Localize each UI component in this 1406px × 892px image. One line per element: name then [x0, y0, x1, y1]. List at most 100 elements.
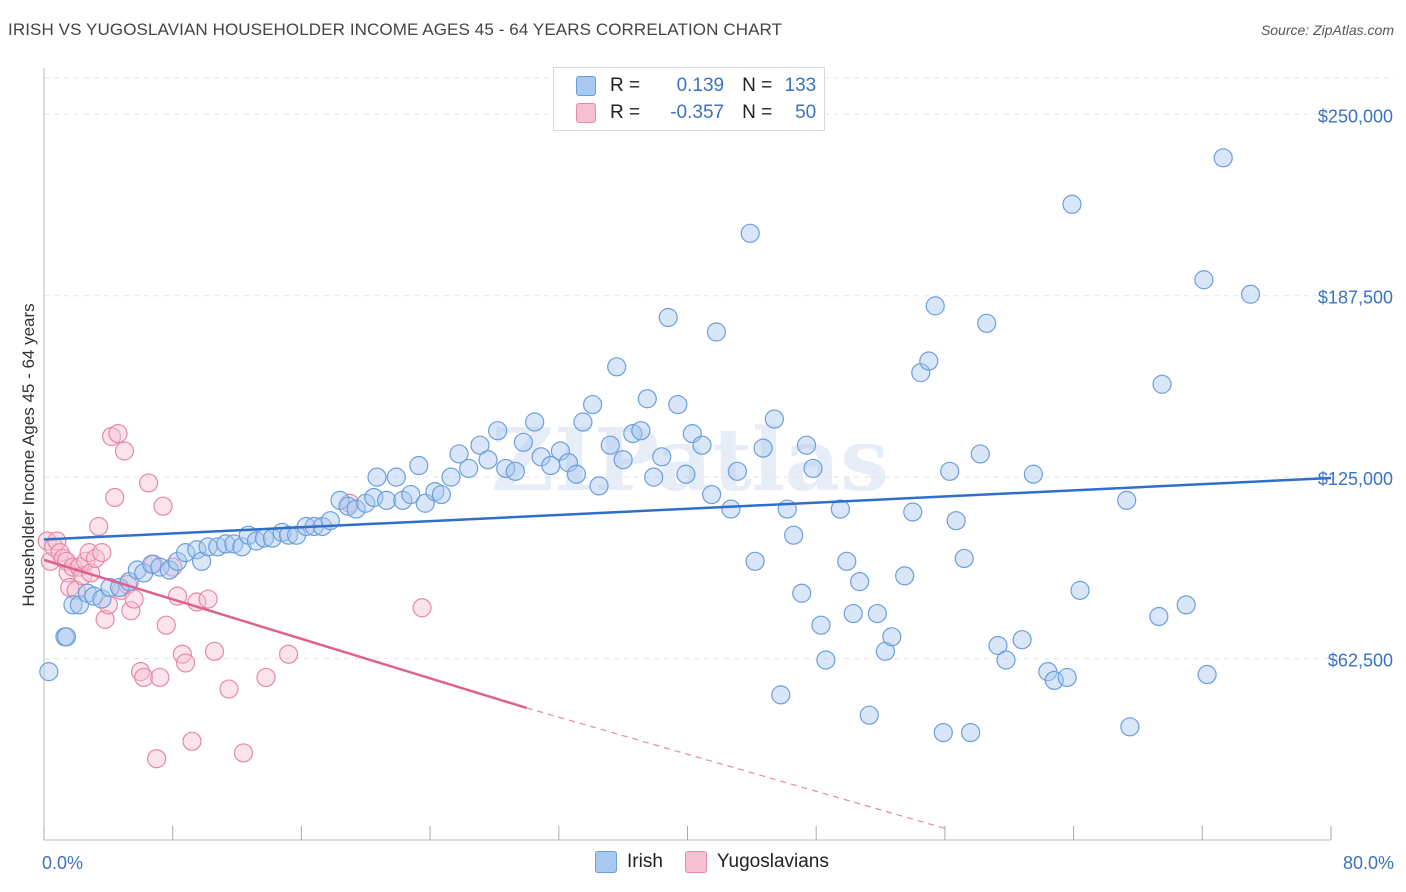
irish-point — [459, 458, 479, 479]
yugoslavians-point — [219, 679, 239, 699]
irish-point — [1176, 595, 1196, 615]
yugoslavians-point — [412, 598, 432, 618]
y-tick-label: $62,500 — [1328, 651, 1393, 671]
y-tick-label: $250,000 — [1318, 106, 1393, 126]
yugoslavians-point — [134, 667, 154, 688]
yugoslavians-points — [37, 424, 432, 769]
irish-point — [478, 450, 498, 470]
irish-point — [187, 540, 207, 560]
x-tick-label-min: 0.0% — [42, 853, 83, 873]
irish-point — [692, 435, 712, 455]
yugoslavians-n-value: 50 — [795, 102, 817, 123]
irish-point — [706, 322, 727, 342]
irish-legend-label: Irish — [627, 851, 663, 872]
grid — [44, 77, 1395, 660]
yugoslavians-point — [47, 531, 67, 551]
irish-point — [771, 685, 791, 705]
yugoslavians-swatch — [576, 103, 596, 123]
irish-point — [816, 650, 836, 670]
yugoslavians-n-label: N = — [742, 102, 773, 123]
irish-point — [1197, 664, 1217, 685]
irish-points — [39, 148, 1261, 743]
irish-point — [895, 566, 915, 586]
irish-point — [919, 351, 939, 371]
irish-point — [727, 461, 747, 481]
irish-point — [582, 394, 603, 415]
irish-point — [792, 583, 812, 603]
irish-point — [1194, 270, 1214, 290]
bottom-legend: Irish Yugoslavians — [595, 851, 851, 873]
irish-point — [740, 223, 760, 243]
irish-point — [658, 307, 678, 328]
legend-row-yugoslavians: R = -0.357 N = 50 — [576, 100, 816, 126]
irish-point — [513, 432, 534, 452]
irish-point — [940, 461, 960, 481]
irish-point — [970, 444, 990, 464]
irish-point — [867, 603, 887, 624]
irish-point — [56, 627, 77, 647]
bottom-legend-yugoslavians: Yugoslavians — [684, 851, 829, 873]
irish-point — [882, 627, 902, 647]
irish-point — [850, 572, 870, 592]
axes — [43, 68, 1332, 841]
irish-point — [1057, 667, 1077, 688]
irish-point — [784, 525, 804, 545]
bottom-legend-irish: Irish — [595, 851, 663, 873]
irish-point — [745, 551, 765, 571]
irish-point — [977, 313, 997, 333]
irish-point — [1152, 374, 1172, 394]
irish-point — [753, 438, 773, 458]
yugoslavians-legend-swatch — [684, 851, 707, 873]
y-tick-label: $125,000 — [1318, 469, 1393, 489]
yugoslavians-point — [256, 667, 276, 688]
irish-point — [573, 412, 593, 432]
y-tick-label: $187,500 — [1318, 288, 1393, 308]
yugoslavians-point — [89, 516, 109, 537]
yugoslavians-trend-extension — [526, 707, 946, 829]
irish-point — [505, 461, 525, 481]
irish-trend-line — [43, 476, 1332, 541]
irish-point — [278, 525, 299, 545]
yugoslavians-r-value: -0.357 — [670, 102, 725, 123]
irish-point — [903, 502, 923, 522]
irish-point — [63, 595, 83, 615]
irish-point — [954, 548, 974, 569]
irish-point — [441, 467, 461, 487]
irish-point — [367, 467, 387, 487]
irish-point — [470, 435, 490, 455]
irish-point — [386, 467, 406, 487]
irish-point — [961, 722, 981, 743]
yugoslavians-point — [105, 487, 125, 508]
yugoslavians-point — [150, 667, 170, 688]
yugoslavians-point — [175, 653, 196, 673]
yugoslavians-point — [153, 496, 173, 516]
irish-point — [613, 450, 633, 470]
irish-point — [1070, 580, 1090, 600]
irish-point — [488, 421, 508, 441]
irish-point — [1012, 630, 1032, 650]
irish-point — [1213, 148, 1233, 168]
y-axis-label: Householder Income Ages 45 - 64 years — [19, 303, 38, 606]
irish-point — [764, 409, 784, 429]
irish-point — [175, 543, 196, 563]
yugoslavians-point — [233, 743, 254, 763]
source-label: Source: ZipAtlas.com — [1260, 22, 1394, 38]
axis-labels: $62,500 $125,000 $187,500 $250,000 0.0% 80.0% — [42, 106, 1394, 873]
irish-point — [933, 722, 953, 743]
yugoslavians-point — [147, 749, 167, 769]
irish-point — [803, 458, 823, 479]
yugoslavians-point — [121, 601, 141, 621]
irish-point — [721, 499, 741, 519]
irish-point — [996, 650, 1016, 670]
irish-point — [566, 464, 587, 484]
irish-point — [1240, 284, 1261, 304]
irish-point — [1062, 194, 1082, 214]
yugoslavians-point — [138, 473, 159, 493]
irish-point — [843, 603, 863, 624]
irish-r-label: R = — [610, 75, 641, 96]
legend: R = 0.139 N = 133 R = -0.357 N = 50 — [553, 67, 825, 131]
yugoslavians-point — [114, 441, 135, 461]
irish-point — [1120, 717, 1140, 737]
irish-point — [401, 484, 421, 505]
